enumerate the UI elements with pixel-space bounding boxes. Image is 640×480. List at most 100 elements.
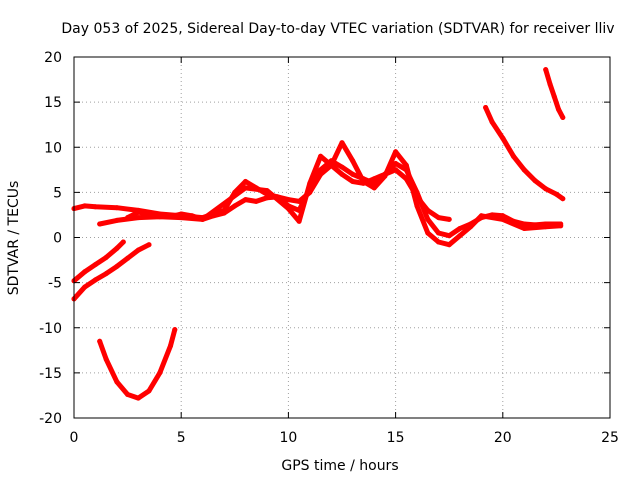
- ticks-layer: 0 5 10 15 20 25 -20 -15 -10 -5 0 5 10 15 20: [39, 50, 619, 446]
- data-point: [446, 233, 452, 239]
- data-point: [350, 179, 356, 184]
- series-line-arc-1: [71, 158, 564, 239]
- data-point: [200, 216, 206, 222]
- data-point: [243, 179, 248, 184]
- data-point: [521, 226, 527, 231]
- data-point: [478, 213, 484, 219]
- data-point: [103, 271, 109, 277]
- data-point: [146, 388, 152, 394]
- data-point: [114, 379, 120, 385]
- x-tick-label: 15: [387, 430, 405, 446]
- data-point: [457, 233, 463, 239]
- data-point: [500, 216, 506, 222]
- data-point: [468, 224, 474, 230]
- data-point: [97, 221, 103, 227]
- data-point: [403, 162, 409, 168]
- data-point: [125, 215, 131, 221]
- y-tick-label: -15: [39, 366, 62, 382]
- data-point: [296, 218, 302, 224]
- y-axis-label: SDTVAR / TECUs: [6, 181, 22, 296]
- data-point: [92, 277, 98, 283]
- data-point: [82, 269, 88, 275]
- data-point: [457, 226, 463, 231]
- data-point: [318, 153, 324, 159]
- x-tick-label: 0: [70, 430, 79, 446]
- data-point: [157, 370, 163, 376]
- data-point: [393, 167, 399, 173]
- data-point: [543, 67, 549, 73]
- data-point: [500, 135, 506, 141]
- data-point: [483, 105, 489, 110]
- data-point: [253, 198, 259, 204]
- data-point: [425, 216, 431, 222]
- data-point: [558, 223, 564, 229]
- data-point: [285, 206, 291, 212]
- data-point: [243, 197, 248, 203]
- data-point: [350, 158, 356, 164]
- data-point: [371, 176, 377, 182]
- data-point: [382, 173, 388, 179]
- data-point: [120, 239, 126, 245]
- data-point: [189, 213, 195, 219]
- data-point: [264, 195, 270, 201]
- chart-title: Day 053 of 2025, Sidereal Day-to-day VTE…: [61, 21, 614, 37]
- x-tick-label: 20: [494, 430, 512, 446]
- data-point: [82, 284, 88, 290]
- y-tick-label: -10: [39, 321, 62, 337]
- data-point: [328, 162, 334, 168]
- data-point: [243, 185, 248, 191]
- data-point: [436, 215, 441, 221]
- data-point: [103, 356, 109, 362]
- data-point: [553, 191, 559, 197]
- y-tick-label: 10: [44, 140, 62, 156]
- data-point: [547, 81, 553, 87]
- grid-layer: [74, 57, 610, 418]
- x-tick-label: 25: [601, 430, 619, 446]
- y-tick-label: -20: [39, 411, 62, 427]
- data-point: [135, 215, 141, 221]
- x-tick-label: 5: [177, 430, 186, 446]
- data-point: [436, 230, 441, 236]
- series-line-arc-7: [483, 105, 566, 202]
- series-line-arc-6: [97, 327, 178, 401]
- x-axis-label: GPS time / hours: [281, 458, 398, 474]
- data-point: [560, 115, 566, 120]
- data-point: [521, 221, 527, 227]
- data-point: [556, 106, 561, 112]
- data-point: [82, 203, 88, 209]
- series-line-arc-3: [125, 140, 564, 248]
- data-point: [135, 247, 141, 253]
- data-point: [436, 239, 441, 245]
- data-point: [178, 211, 184, 217]
- data-point: [532, 178, 538, 184]
- x-tick-label: 10: [279, 430, 297, 446]
- data-point: [264, 188, 270, 194]
- data-point: [168, 343, 173, 349]
- data-point: [339, 140, 345, 146]
- data-point: [560, 196, 566, 202]
- data-point: [157, 213, 163, 219]
- data-point: [350, 171, 356, 177]
- y-tick-label: 20: [44, 50, 62, 66]
- data-point: [489, 119, 495, 125]
- data-point: [103, 254, 109, 260]
- data-point: [92, 204, 98, 210]
- data-point: [168, 214, 173, 220]
- data-point: [125, 392, 131, 397]
- data-point: [543, 186, 549, 192]
- data-point: [446, 216, 452, 222]
- data-point: [425, 207, 431, 213]
- data-point: [146, 242, 152, 248]
- data-point: [135, 209, 141, 215]
- data-point: [339, 164, 345, 170]
- data-point: [97, 338, 103, 344]
- data-point: [511, 153, 516, 159]
- data-point: [125, 255, 131, 261]
- y-tick-label: 15: [44, 95, 62, 111]
- data-point: [414, 203, 420, 209]
- data-point: [92, 262, 98, 268]
- data-point: [393, 161, 399, 166]
- data-point: [114, 217, 120, 223]
- data-point: [339, 171, 345, 177]
